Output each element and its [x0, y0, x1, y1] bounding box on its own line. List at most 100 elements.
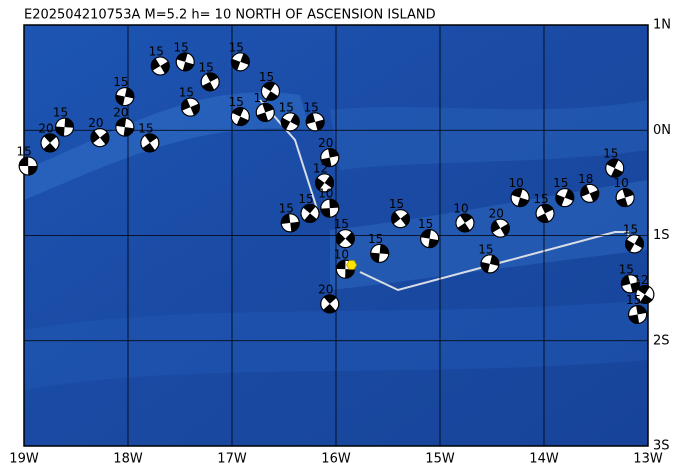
depth-label: 15 — [174, 40, 189, 54]
focal-mechanism — [260, 81, 280, 101]
beachball-outline — [490, 218, 510, 238]
beachball-quadrant — [491, 220, 510, 236]
beachball-outline — [455, 213, 475, 233]
lat-label: 2S — [653, 333, 670, 348]
lon-label: 16W — [321, 452, 351, 467]
beachball-outline — [175, 52, 195, 72]
beachball-quadrant — [19, 157, 38, 176]
beachball-outline — [255, 102, 275, 122]
beachball-outline — [535, 203, 555, 223]
focal-mechanism — [480, 254, 500, 274]
depth-label: 20 — [489, 207, 504, 221]
beachball-outline — [140, 133, 160, 153]
focal-mechanism — [300, 203, 320, 223]
depth-label: 20 — [318, 282, 333, 296]
beachball-outline — [180, 97, 200, 117]
beachball-outline — [200, 72, 220, 92]
depth-label: 20 — [318, 136, 333, 150]
beachball-quadrant — [420, 229, 439, 248]
beachball-quadrant — [306, 113, 325, 131]
depth-label: 15 — [279, 201, 294, 215]
focal-mechanism — [230, 52, 250, 72]
beachball-quadrant — [43, 133, 57, 152]
focal-mechanism — [55, 117, 75, 137]
depth-label: 15 — [418, 217, 433, 231]
depth-label: 10 — [508, 176, 523, 190]
depth-label: 12 — [633, 273, 648, 287]
focal-mechanism — [605, 158, 625, 178]
focal-mechanism — [635, 284, 655, 304]
lon-label: 14W — [529, 452, 559, 467]
beachball-quadrant — [555, 189, 574, 207]
depth-label: 15 — [553, 176, 568, 190]
focal-mechanism — [555, 188, 575, 208]
focal-mechanism — [335, 229, 355, 249]
depth-label: 15 — [623, 222, 638, 236]
beachball-outline — [320, 198, 340, 218]
depth-label: 15 — [533, 192, 548, 206]
focal-mechanism — [115, 117, 135, 137]
map-frame — [23, 24, 649, 447]
focal-mechanism — [624, 234, 644, 254]
depth-label: 15 — [229, 40, 244, 54]
beachball-outline — [624, 234, 644, 254]
focal-mechanism — [510, 188, 530, 208]
beachball-outline — [620, 274, 640, 294]
depth-label: 10 — [318, 187, 333, 201]
focal-mechanism — [175, 52, 195, 72]
focal-mechanism — [315, 173, 335, 193]
focal-mechanism — [535, 203, 555, 223]
beachball-outline — [390, 209, 410, 229]
beachball-quadrant — [256, 103, 274, 122]
focal-mechanism — [320, 198, 340, 218]
beachball-quadrant — [262, 82, 279, 101]
focal-mechanism — [140, 133, 160, 153]
focal-mechanism — [180, 97, 200, 117]
beachball-quadrant — [55, 118, 74, 137]
focal-mechanism — [115, 87, 135, 107]
lon-label: 19W — [9, 452, 39, 467]
beachball-quadrant — [303, 204, 317, 223]
lat-label: 1N — [653, 18, 671, 33]
beachball-outline — [18, 156, 38, 176]
beachball-outline — [280, 213, 300, 233]
beachball-outline — [555, 188, 575, 208]
beachball-quadrant — [580, 185, 599, 202]
beachball-quadrant — [176, 52, 194, 71]
focal-mechanism — [620, 274, 640, 294]
beachball-quadrant — [202, 72, 219, 91]
depth-label: 15 — [199, 60, 214, 74]
beachball-outline — [320, 294, 340, 314]
lon-label: 15W — [425, 452, 455, 467]
beachball-outline — [480, 254, 500, 274]
depth-label: 15 — [229, 95, 244, 109]
beachball-outline — [628, 304, 648, 324]
epicenter — [346, 260, 358, 270]
beachball-outline — [580, 183, 600, 203]
focal-mechanism — [280, 213, 300, 233]
beachball-quadrant — [231, 53, 250, 71]
focal-mechanism — [305, 112, 325, 132]
beachball-quadrant — [151, 58, 170, 74]
depth-label: 15 — [138, 121, 153, 135]
beachball-outline — [280, 112, 300, 132]
beachball-outline — [300, 203, 320, 223]
beachball-quadrant — [511, 188, 529, 207]
depth-label: 18 — [578, 172, 593, 186]
depth-label: 15 — [304, 100, 319, 114]
depth-label: 15 — [259, 70, 274, 84]
beachball-quadrant — [315, 175, 334, 191]
focal-mechanism — [40, 133, 60, 153]
depth-label: 10 — [613, 176, 628, 190]
beachball-quadrant — [336, 260, 355, 279]
beachball-outline — [55, 117, 75, 137]
focal-mechanism — [490, 218, 510, 238]
depth-label: 15 — [17, 145, 32, 159]
beachball-quadrant — [320, 148, 339, 167]
focal-mechanism — [255, 102, 275, 122]
lat-label: 3S — [653, 439, 670, 454]
beachball-quadrant — [281, 113, 300, 130]
depth-label: 15 — [368, 232, 383, 246]
focal-mechanism — [280, 112, 300, 132]
